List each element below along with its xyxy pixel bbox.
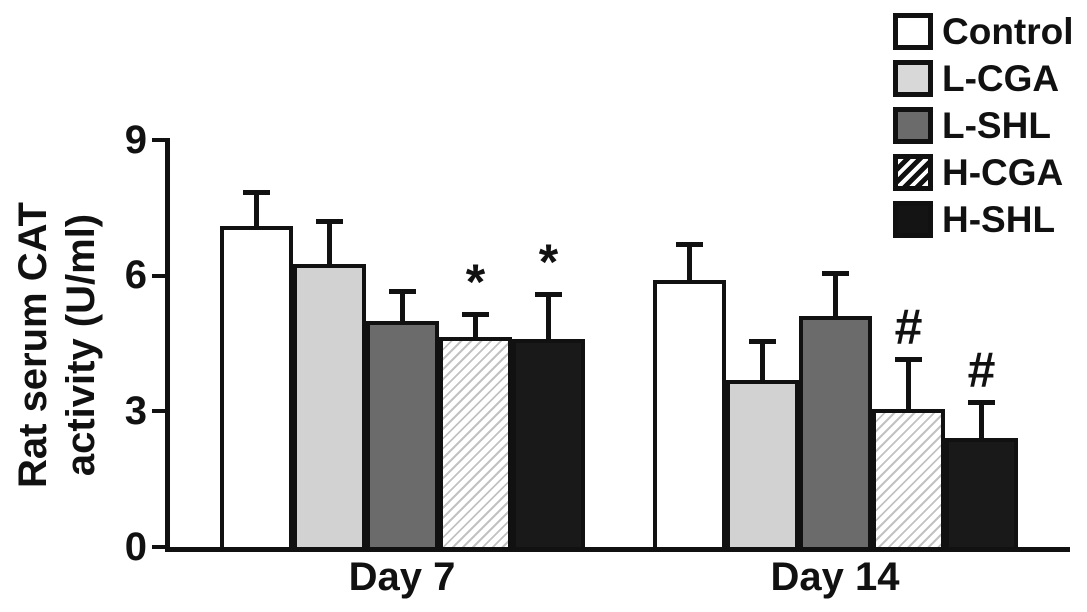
error-cap-h-cga-day-7 xyxy=(462,312,489,318)
legend-swatch-h-shl xyxy=(893,201,933,238)
legend-label-h-shl: H-SHL xyxy=(942,198,1056,240)
y-tick-9 xyxy=(152,138,167,142)
sig-marker-h-cga-day-14: # xyxy=(894,299,923,356)
error-cap-control-day-14 xyxy=(676,242,703,247)
error-cap-l-cga-day-14 xyxy=(749,339,776,345)
bar-h-cga-day-7 xyxy=(439,336,512,551)
error-bar-l-cga-day-14 xyxy=(760,341,765,380)
error-cap-control-day-7 xyxy=(243,190,270,195)
error-cap-h-cga-day-14 xyxy=(895,357,922,363)
legend-label-h-cga: H-CGA xyxy=(942,151,1064,193)
error-bar-h-shl-day-7 xyxy=(546,293,551,339)
y-tick-label-6: 6 xyxy=(124,253,147,298)
x-category-label-day14: Day 14 xyxy=(770,554,900,599)
legend-item-control: Control xyxy=(893,8,1074,55)
legend-label-l-shl: L-SHL xyxy=(942,104,1051,146)
y-tick-3 xyxy=(152,409,167,414)
error-bar-l-cga-day-7 xyxy=(327,221,332,265)
legend-swatch-l-shl xyxy=(893,107,933,144)
y-tick-label-3: 3 xyxy=(124,388,147,433)
bar-l-shl-day-14 xyxy=(799,316,872,551)
y-tick-label-0: 0 xyxy=(124,524,147,569)
error-bar-control-day-14 xyxy=(687,244,692,281)
error-cap-l-cga-day-7 xyxy=(316,219,343,225)
bar-control-day-14 xyxy=(653,280,726,551)
sig-marker-h-shl-day-14: # xyxy=(967,342,996,399)
bar-l-shl-day-7 xyxy=(366,320,439,551)
error-bar-h-cga-day-14 xyxy=(906,359,911,410)
y-tick-0 xyxy=(152,545,167,549)
y-axis-label: Rat serum CAT activity (U/ml) xyxy=(11,202,103,488)
error-cap-l-shl-day-7 xyxy=(389,289,416,295)
y-axis-line xyxy=(165,138,170,552)
bar-control-day-7 xyxy=(220,225,293,551)
error-bar-h-shl-day-14 xyxy=(979,402,984,439)
bar-l-cga-day-7 xyxy=(293,264,366,551)
bar-h-cga-day-14 xyxy=(872,409,945,551)
error-bar-l-shl-day-14 xyxy=(833,273,838,317)
y-tick-label-9: 9 xyxy=(124,117,147,162)
error-bar-control-day-7 xyxy=(254,192,259,226)
x-axis-line xyxy=(165,547,1070,552)
error-bar-l-shl-day-7 xyxy=(400,291,405,321)
x-category-label-day7: Day 7 xyxy=(348,554,456,599)
legend-label-control: Control xyxy=(942,10,1074,52)
legend-label-l-cga: L-CGA xyxy=(942,57,1060,99)
sig-marker-h-shl-day-7: * xyxy=(538,233,559,290)
sig-marker-h-cga-day-7: * xyxy=(465,254,486,311)
bar-l-cga-day-14 xyxy=(726,379,799,551)
legend-item-l-cga: L-CGA xyxy=(893,55,1074,102)
legend-swatch-h-cga xyxy=(893,154,933,191)
legend-swatch-l-cga xyxy=(893,60,933,97)
legend-swatch-control xyxy=(893,13,933,50)
legend-item-h-shl: H-SHL xyxy=(893,196,1074,243)
bar-h-shl-day-14 xyxy=(945,438,1018,551)
error-cap-h-shl-day-7 xyxy=(535,291,562,297)
legend: Control L-CGA L-SHL H-CGA H-SHL xyxy=(893,8,1074,243)
y-tick-6 xyxy=(152,273,167,278)
bar-h-shl-day-7 xyxy=(512,338,585,551)
error-bar-h-cga-day-7 xyxy=(473,314,478,337)
legend-item-h-cga: H-CGA xyxy=(893,149,1074,196)
error-cap-h-shl-day-14 xyxy=(968,400,995,406)
legend-item-l-shl: L-SHL xyxy=(893,102,1074,149)
error-cap-l-shl-day-14 xyxy=(822,271,849,277)
